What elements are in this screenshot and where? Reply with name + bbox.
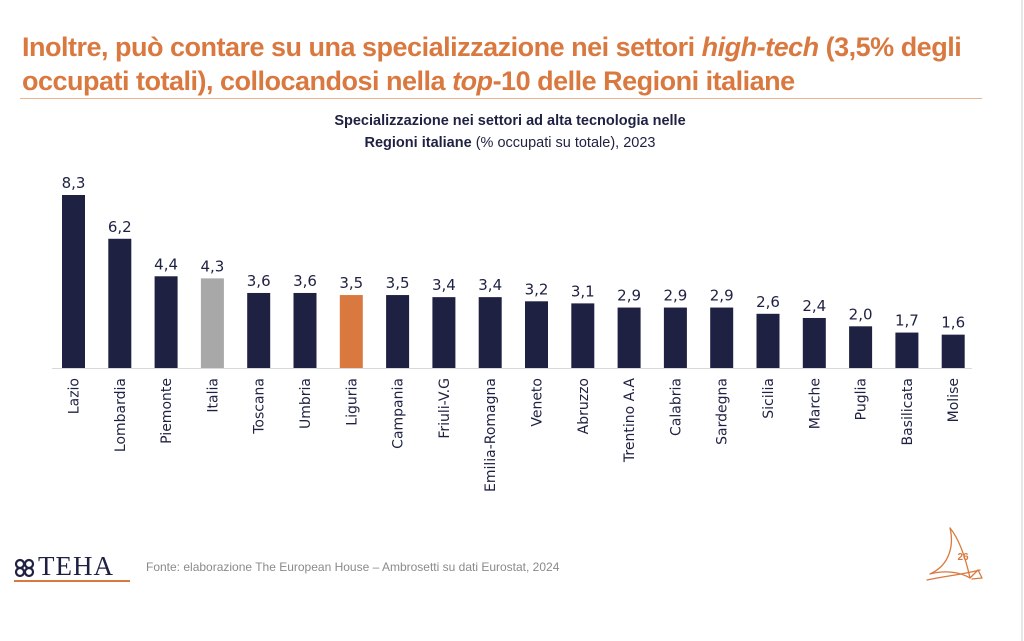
category-label-veneto: Veneto xyxy=(530,378,546,427)
category-label-piemonte: Piemonte xyxy=(159,378,175,444)
bar-veneto xyxy=(525,301,548,368)
data-label-toscana: 3,6 xyxy=(247,272,271,290)
teha-logo: TEHA xyxy=(14,549,114,581)
data-label-piemonte: 4,4 xyxy=(154,255,178,273)
category-label-marche: Marche xyxy=(807,378,823,429)
headline-text-1: Inoltre, può contare su una specializzaz… xyxy=(22,32,702,62)
bar-lombardia xyxy=(108,238,132,368)
bar-italia xyxy=(200,278,224,368)
data-label-veneto: 3,2 xyxy=(525,280,549,298)
bar-trentino-a-a xyxy=(617,307,641,368)
bar-liguria xyxy=(339,295,363,368)
teha-logo-mark-icon xyxy=(14,558,35,578)
data-label-calabria: 2,9 xyxy=(663,287,687,305)
bar-molise xyxy=(941,334,965,368)
sailboat-icon xyxy=(926,527,983,581)
category-label-italia: Italia xyxy=(205,378,221,413)
data-label-umbria: 3,6 xyxy=(293,272,317,290)
data-label-trentino-a-a: 2,9 xyxy=(617,287,641,305)
slide-edge xyxy=(1021,0,1023,641)
data-label-sicilia: 2,6 xyxy=(756,293,780,311)
category-label-toscana: Toscana xyxy=(252,378,268,435)
logo-underline xyxy=(14,580,130,582)
headline-divider xyxy=(20,98,982,99)
category-label-friuli-v-g: Friuli-V.G xyxy=(437,378,453,439)
category-label-liguria: Liguria xyxy=(344,378,360,426)
bar-abruzzo xyxy=(571,303,595,368)
chart-title-bold: Regioni italiane xyxy=(364,135,472,151)
bar-sardegna xyxy=(710,307,734,368)
category-label-trentino-a-a: Trentino A.A xyxy=(622,378,638,463)
category-label-umbria: Umbria xyxy=(298,378,314,429)
chart-title-line1: Specializzazione nei settori ad alta tec… xyxy=(334,113,686,129)
bar-campania xyxy=(386,295,410,368)
category-label-abruzzo: Abruzzo xyxy=(576,378,592,434)
data-label-friuli-v-g: 3,4 xyxy=(432,276,456,294)
bar-lazio xyxy=(62,195,85,368)
category-label-calabria: Calabria xyxy=(668,378,684,436)
data-label-sardegna: 2,9 xyxy=(710,287,734,305)
category-label-sicilia: Sicilia xyxy=(761,378,777,419)
headline-italic-high-tech: high-tech xyxy=(701,32,820,62)
bars-group: 8,3 Lazio 6,2 Lombardia 4,4 Piemonte 4,3 Italia… xyxy=(62,174,966,492)
data-label-abruzzo: 3,1 xyxy=(571,282,595,300)
data-label-emilia-romagna: 3,4 xyxy=(478,276,502,294)
data-label-campania: 3,5 xyxy=(386,274,410,292)
bar-friuli-v-g xyxy=(432,297,456,368)
bar-puglia xyxy=(849,326,873,368)
category-label-sardegna: Sardegna xyxy=(715,378,731,445)
data-label-basilicata: 1,7 xyxy=(895,312,919,330)
chart-title: Specializzazione nei settori ad alta tec… xyxy=(250,110,770,154)
data-label-liguria: 3,5 xyxy=(339,274,363,292)
category-label-molise: Molise xyxy=(946,378,962,422)
headline-text-3: -10 delle Regioni italiane xyxy=(492,66,796,96)
bar-sicilia xyxy=(756,313,780,368)
page-number: 26 xyxy=(957,552,969,563)
data-label-lombardia: 6,2 xyxy=(108,218,132,236)
bar-basilicata xyxy=(895,332,919,368)
bar-umbria xyxy=(293,292,317,368)
slide-headline: Inoltre, può contare su una specializzaz… xyxy=(22,30,982,98)
data-label-molise: 1,6 xyxy=(941,314,965,332)
bar-emilia-romagna xyxy=(478,297,502,368)
source-note: Fonte: elaborazione The European House –… xyxy=(146,560,560,574)
data-label-puglia: 2,0 xyxy=(849,305,873,323)
category-label-lombardia: Lombardia xyxy=(113,378,129,452)
bar-piemonte xyxy=(154,276,178,368)
data-label-lazio: 8,3 xyxy=(62,174,86,192)
bar-marche xyxy=(802,317,826,368)
headline-text-2: (3,5% degli occupati totali), collocando… xyxy=(22,32,962,96)
data-label-marche: 2,4 xyxy=(802,297,826,315)
category-label-puglia: Puglia xyxy=(854,378,870,420)
chart-title-subtitle: (% occupati su totale), 2023 xyxy=(471,135,656,151)
bar-toscana xyxy=(247,292,271,368)
bar-calabria xyxy=(663,307,687,368)
category-label-campania: Campania xyxy=(391,378,407,449)
headline-italic-top: top xyxy=(452,66,493,96)
category-label-basilicata: Basilicata xyxy=(900,378,916,446)
data-label-italia: 4,3 xyxy=(200,257,224,275)
category-label-emilia-romagna: Emilia-Romagna xyxy=(483,378,499,492)
category-label-lazio: Lazio xyxy=(67,378,83,414)
teha-logo-text: TEHA xyxy=(38,551,114,581)
